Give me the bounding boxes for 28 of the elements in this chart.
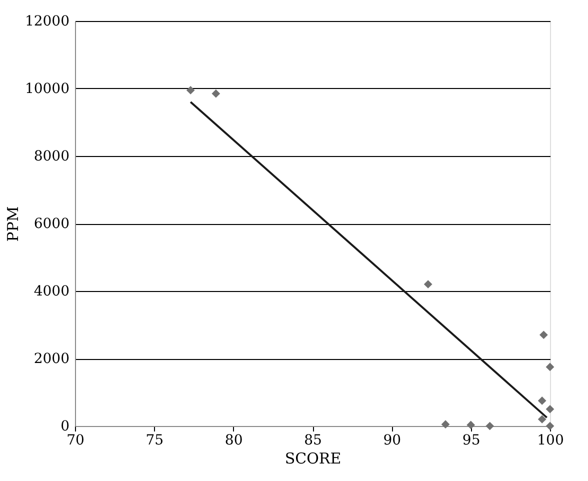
x-axis-title: SCORE [284,450,342,468]
x-tick-label: 85 [304,432,322,448]
y-tick-label: 10000 [24,81,70,97]
point [546,404,554,414]
y-tick-label: 4000 [34,284,70,300]
x-tick-label: 90 [383,432,402,448]
point [441,420,450,428]
point [486,422,494,430]
point [546,422,554,430]
point [186,86,195,94]
x-tick-label: 75 [146,432,164,448]
y-axis-title: PPM [4,206,22,242]
x-tick-label: 95 [462,432,480,448]
point [424,280,432,288]
y-tick-label: 6000 [34,216,70,232]
y-tick-label: 12000 [24,14,70,30]
point [466,420,476,430]
x-tick-label: 100 [537,432,564,448]
x-tick-label: 70 [66,432,84,448]
point [538,415,546,424]
y-tick-label: 2000 [34,351,70,367]
point [212,89,220,98]
x-tick-label: 80 [224,432,243,448]
y-tick-label: 8000 [34,148,70,164]
point [546,362,554,372]
y-tick-label: 0 [60,418,70,434]
point [539,330,548,340]
point [538,396,546,405]
